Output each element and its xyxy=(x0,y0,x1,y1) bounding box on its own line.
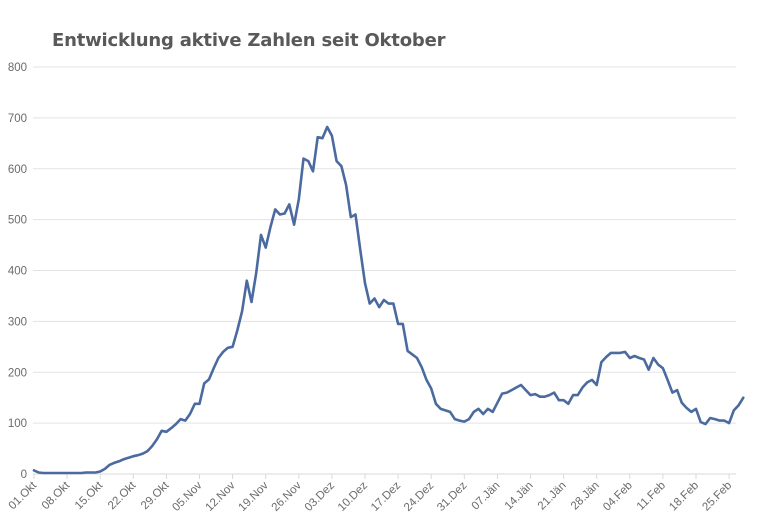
y-axis-labels: 0 100 200 300 400 500 600 700 800 xyxy=(8,62,27,481)
x-tick-label: 25.Feb xyxy=(700,480,734,514)
x-tick-label: 01.Okt xyxy=(7,479,40,512)
x-tick-label: 28.Jän xyxy=(569,480,602,513)
x-tick-label: 19.Nov xyxy=(237,479,271,513)
x-tick-label: 17.Dez xyxy=(369,479,403,513)
series-line xyxy=(32,125,745,475)
gridlines xyxy=(33,66,736,475)
x-tick-label: 07.Jän xyxy=(470,480,503,513)
y-tick-label: 800 xyxy=(8,62,27,74)
y-tick-label: 100 xyxy=(8,418,27,430)
y-tick-label: 500 xyxy=(8,215,27,227)
x-tick-label: 05.Nov xyxy=(170,479,204,513)
x-tick-label: 08.Okt xyxy=(40,479,73,512)
x-tick-label: 22.Okt xyxy=(106,479,139,512)
x-tick-label: 26.Nov xyxy=(270,479,304,513)
x-tick-label: 10.Dez xyxy=(336,479,370,513)
y-tick-label: 200 xyxy=(8,367,27,379)
y-tick-label: 300 xyxy=(8,316,27,328)
x-tick-label: 03.Dez xyxy=(303,479,337,513)
y-tick-label: 400 xyxy=(8,266,27,278)
y-tick-label: 600 xyxy=(8,164,27,176)
y-tick-label: 0 xyxy=(21,469,27,481)
x-tick-label: 31.Dez xyxy=(435,479,469,513)
x-tick-label: 14.Jän xyxy=(503,480,536,513)
x-tick-label: 15.Okt xyxy=(73,479,106,512)
x-tick-label: 29.Okt xyxy=(139,479,172,512)
chart-title: Entwicklung aktive Zahlen seit Oktober xyxy=(52,30,446,51)
x-tick-label: 21.Jän xyxy=(536,480,569,513)
x-tick-label: 12.Nov xyxy=(203,479,237,513)
x-tick-label: 18.Feb xyxy=(667,480,701,514)
y-tick-label: 700 xyxy=(8,113,27,125)
x-tick-label: 04.Feb xyxy=(601,480,635,514)
x-tick-label: 24.Dez xyxy=(402,479,436,513)
x-axis: 01.Okt 08.Okt 15.Okt 22.Okt 29.Okt05.Nov12.N… xyxy=(7,474,734,514)
x-tick-label: 11.Feb xyxy=(635,480,668,513)
